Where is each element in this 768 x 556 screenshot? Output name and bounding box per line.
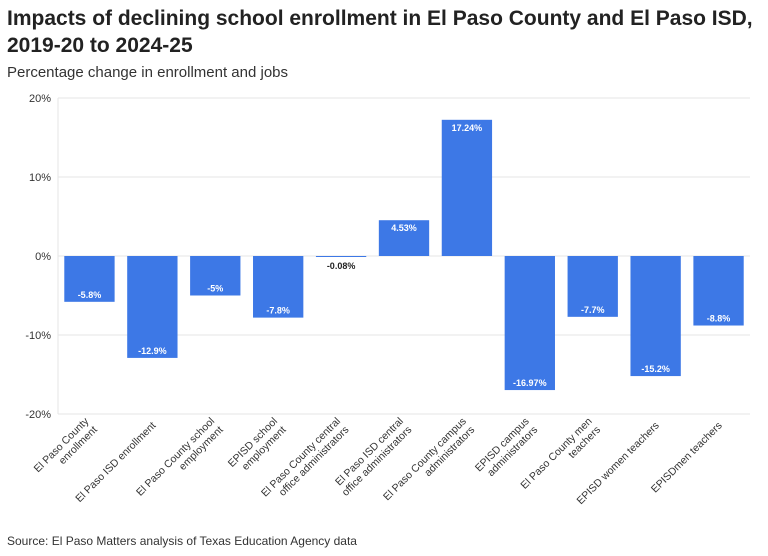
bar — [567, 256, 618, 317]
chart-subtitle: Percentage change in enrollment and jobs — [7, 64, 289, 81]
bar — [253, 256, 304, 318]
bar — [504, 256, 555, 391]
y-tick-label: 10% — [29, 172, 51, 184]
bar — [378, 220, 430, 256]
chart-title: Impacts of declining school enrollment i… — [7, 7, 753, 57]
x-category-label: EPISD schoolemployment — [226, 415, 289, 478]
bar — [630, 256, 681, 377]
y-tick-label: -10% — [25, 330, 51, 342]
data-label: -15.2% — [641, 364, 670, 374]
data-label: -7.7% — [581, 305, 605, 315]
bar — [127, 256, 178, 358]
y-tick-label: -20% — [25, 409, 51, 421]
data-label: -5% — [207, 284, 223, 294]
data-label: -5.8% — [78, 290, 102, 300]
y-tick-label: 0% — [35, 251, 51, 263]
data-label: -16.97% — [513, 378, 547, 388]
data-label: -8.8% — [707, 314, 731, 324]
data-label: 4.53% — [391, 223, 417, 233]
bar — [190, 256, 241, 296]
data-label: -12.9% — [138, 346, 167, 356]
x-category-label: EPISDmen teachers — [649, 420, 725, 496]
data-label: 17.24% — [452, 123, 483, 133]
data-label: -0.08% — [327, 261, 356, 271]
bar — [64, 256, 115, 302]
x-category-label: El Paso Countyenrollment — [32, 415, 101, 484]
data-label: -7.8% — [266, 306, 290, 316]
y-tick-label: 20% — [29, 93, 51, 105]
bar — [315, 256, 367, 257]
bar — [441, 119, 493, 256]
source-note: Source: El Paso Matters analysis of Texa… — [7, 534, 357, 548]
bar — [693, 256, 744, 326]
